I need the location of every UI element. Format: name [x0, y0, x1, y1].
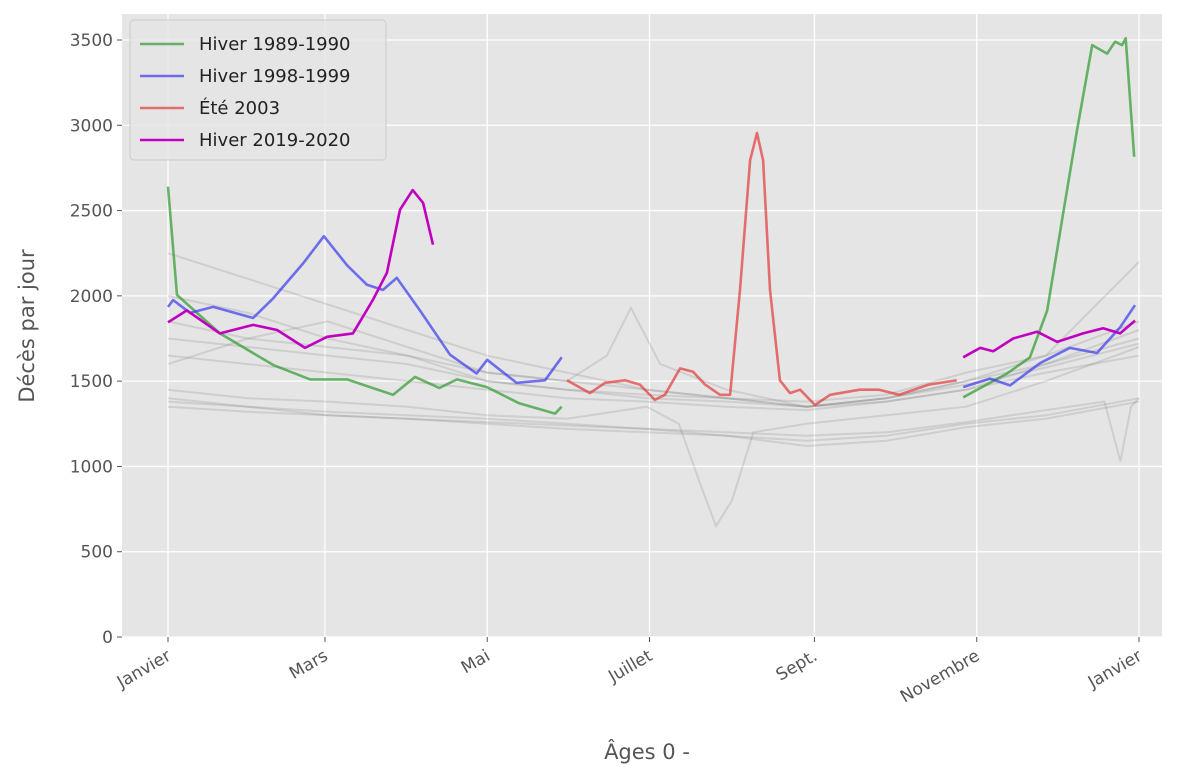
series-line [166, 234, 563, 385]
legend-label: Hiver 1989-1990 [199, 34, 351, 55]
x-axis-ticks: Janvier Mars Mai Juillet Sept. Novembre Janvie… [113, 637, 1146, 707]
x-tick-label: Janvier [113, 646, 174, 693]
background-year-line [167, 337, 1140, 408]
background-year-line [167, 400, 1140, 448]
y-tick-label: 3000 [70, 116, 113, 136]
y-tick-label: 2500 [70, 202, 113, 222]
background-years [167, 252, 1140, 529]
series-line [962, 319, 1136, 359]
y-tick-label: 500 [81, 543, 113, 563]
y-tick-label: 1500 [70, 372, 113, 392]
x-tick-label: Novembre [897, 646, 983, 707]
x-tick-label: Mars [286, 646, 332, 684]
x-tick-label: Mai [458, 646, 494, 678]
legend-label: Hiver 1998-1999 [199, 66, 351, 87]
background-year-line [167, 397, 1140, 462]
y-tick-label: 0 [102, 628, 113, 648]
legend-label: Hiver 2019-2020 [199, 130, 351, 151]
x-tick-label: Juillet [604, 646, 656, 688]
background-year-line [167, 294, 1140, 408]
y-tick-label: 3500 [70, 31, 113, 51]
series-line [962, 36, 1136, 399]
legend: Hiver 1989-1990 Hiver 1998-1999 Été 2003 Hi… [129, 19, 387, 161]
y-tick-label: 2000 [70, 287, 113, 307]
y-axis-ticks: 0 500 1000 1500 2000 2500 3000 3500 [70, 31, 122, 648]
y-tick-label: 1000 [70, 457, 113, 477]
series-line [167, 188, 435, 350]
x-tick-label: Janvier [1084, 646, 1145, 693]
highlighted-series [166, 36, 1137, 415]
background-year-line [167, 346, 1140, 529]
legend-box [129, 19, 387, 161]
y-axis-label: Décès par jour [15, 249, 39, 403]
x-axis-label: Âges 0 - [604, 739, 690, 764]
series-line [566, 131, 957, 407]
x-tick-label: Sept. [773, 646, 821, 685]
legend-label: Été 2003 [199, 97, 280, 119]
background-year-line [167, 252, 1140, 408]
background-year-line [167, 397, 1140, 442]
series-line [166, 186, 563, 415]
background-year-line [167, 354, 1140, 412]
background-year-line [167, 320, 1140, 403]
